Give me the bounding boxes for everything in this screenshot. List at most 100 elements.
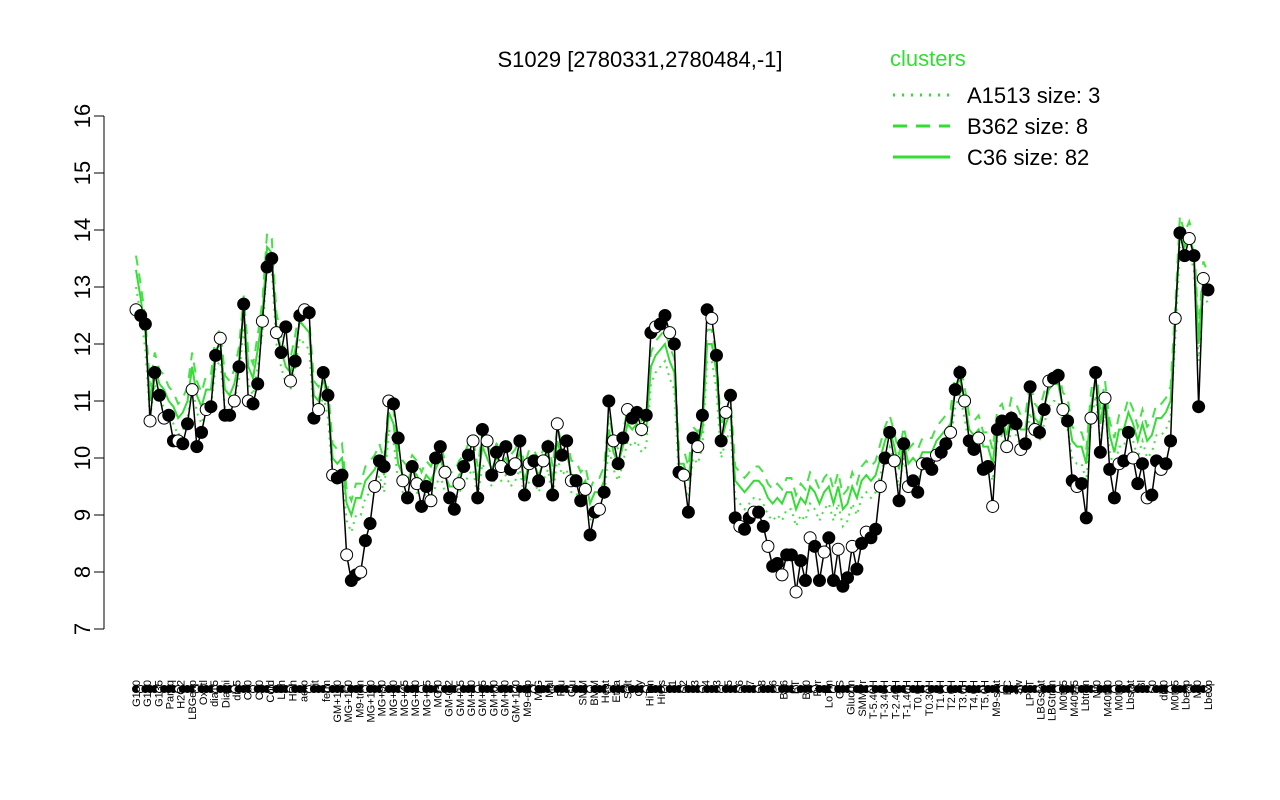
x-tick-label: M0t90 xyxy=(1114,680,1126,711)
y-tick-label: 10 xyxy=(70,446,95,470)
data-point xyxy=(532,474,546,488)
data-point xyxy=(396,474,410,488)
data-point xyxy=(869,522,883,536)
data-point xyxy=(555,448,569,462)
x-tick-label: GM+150 xyxy=(332,680,344,723)
data-point xyxy=(1182,232,1196,246)
x-tick-label: BC xyxy=(1002,680,1014,695)
data-point xyxy=(415,499,429,513)
y-tick-label: 13 xyxy=(70,275,95,299)
x-tick-label: HiTm xyxy=(645,680,657,706)
data-point xyxy=(611,457,625,471)
data-point xyxy=(616,431,630,445)
x-tick-label: Mt0 xyxy=(1192,680,1204,698)
data-point xyxy=(827,574,841,588)
x-tick-label: Oxctl xyxy=(198,680,210,705)
data-point xyxy=(466,434,480,448)
data-point xyxy=(635,423,649,436)
x-tick-label: S2 xyxy=(678,680,690,693)
data-point xyxy=(808,539,822,553)
x-tick-label: Gly xyxy=(634,680,646,697)
x-tick-label: dia0 xyxy=(1158,680,1170,701)
data-point xyxy=(841,571,855,585)
x-axis-rug xyxy=(132,685,1212,693)
y-tick-label: 14 xyxy=(70,218,95,242)
x-tick-label: Paraq xyxy=(165,680,177,709)
data-point xyxy=(794,554,808,568)
y-tick-label: 8 xyxy=(70,566,95,578)
data-point xyxy=(887,454,901,468)
data-point xyxy=(1121,425,1135,439)
x-tick-label: G150 xyxy=(131,680,143,707)
data-point xyxy=(812,574,826,588)
data-point xyxy=(958,394,972,408)
data-point xyxy=(424,494,438,508)
x-tick-label: T4.0H xyxy=(969,680,981,710)
x-tick-label: S4 xyxy=(701,680,713,693)
data-point xyxy=(368,480,382,493)
y-tick-label: 15 xyxy=(70,161,95,185)
data-point xyxy=(789,585,803,599)
data-point xyxy=(1079,511,1093,525)
x-tick-label: G180 xyxy=(142,680,154,707)
chart-title: S1029 [2780331,2780484,-1] xyxy=(497,47,782,72)
x-tick-label: S1 xyxy=(667,680,679,693)
data-point xyxy=(443,491,457,505)
data-point xyxy=(892,494,906,508)
data-point xyxy=(536,454,550,468)
x-tick-label: Bl xyxy=(1136,680,1148,690)
data-point xyxy=(709,348,723,362)
data-point xyxy=(232,360,246,374)
data-point xyxy=(925,462,939,476)
data-point xyxy=(1056,403,1070,417)
data-point xyxy=(180,417,194,431)
legend-label-c36: C36 size: 82 xyxy=(967,145,1089,170)
data-point xyxy=(560,434,574,448)
x-tick-label: aero xyxy=(299,680,311,702)
x-tick-label: nit xyxy=(310,680,322,692)
data-point xyxy=(714,434,728,448)
legend-label-a1513: A1513 size: 3 xyxy=(967,83,1100,108)
x-tick-label: GM+60 xyxy=(488,680,500,716)
data-point xyxy=(1159,457,1173,471)
data-point xyxy=(452,477,466,491)
data-point xyxy=(752,505,766,519)
data-point xyxy=(499,440,513,454)
y-tick-label: 16 xyxy=(70,104,95,128)
x-tick-label: M40t90 xyxy=(1103,680,1115,717)
data-point xyxy=(770,556,784,570)
data-point xyxy=(195,425,209,439)
data-point xyxy=(667,337,681,351)
x-tick-label: LBGexp xyxy=(187,680,199,720)
data-point xyxy=(433,440,447,454)
x-tick-label: S5 xyxy=(723,680,735,693)
y-tick-label: 7 xyxy=(70,623,95,635)
data-point xyxy=(246,397,260,411)
x-tick-label: M/G xyxy=(533,680,545,701)
x-tick-label: dia15 xyxy=(209,680,221,707)
data-point xyxy=(213,331,227,345)
data-point xyxy=(237,297,251,311)
x-tick-label: GM+30 xyxy=(466,680,478,716)
data-point xyxy=(1192,400,1206,414)
data-point xyxy=(677,468,691,482)
data-point xyxy=(190,440,204,454)
x-tick-label: Etha xyxy=(611,679,623,703)
data-point xyxy=(485,468,499,482)
x-tick-label: MG+120 xyxy=(366,680,378,723)
data-point xyxy=(1032,425,1046,439)
data-point xyxy=(873,480,887,493)
data-point xyxy=(822,531,836,545)
data-point xyxy=(578,482,592,496)
x-tick-label: SMM xyxy=(578,680,590,706)
x-tick-label: T2.0H xyxy=(946,680,958,710)
data-point xyxy=(386,397,400,411)
data-point xyxy=(152,388,166,402)
x-tick-label: S6 xyxy=(768,680,780,693)
x-tick-label: M0t45 xyxy=(1058,680,1070,711)
data-point xyxy=(1145,488,1159,502)
data-point xyxy=(906,474,920,488)
data-point xyxy=(288,354,302,368)
data-point xyxy=(850,562,864,576)
data-point xyxy=(705,311,719,325)
